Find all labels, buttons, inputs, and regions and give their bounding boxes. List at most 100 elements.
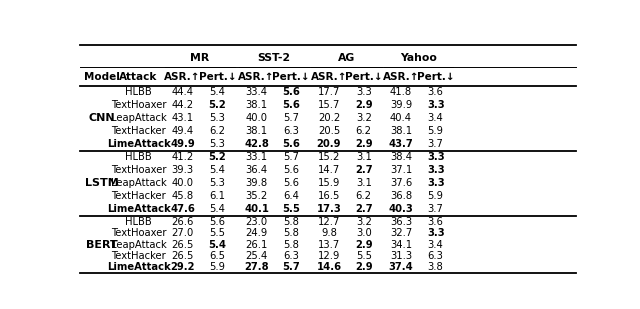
Text: 2.7: 2.7 [355, 165, 372, 176]
Text: 39.9: 39.9 [390, 100, 412, 110]
Text: 5.4: 5.4 [209, 165, 225, 176]
Text: LSTM: LSTM [85, 178, 118, 188]
Text: 45.8: 45.8 [172, 192, 194, 201]
Text: 40.0: 40.0 [246, 113, 268, 123]
Text: TextHacker: TextHacker [111, 126, 166, 136]
Text: HLBB: HLBB [125, 217, 152, 227]
Text: TextHoaxer: TextHoaxer [111, 228, 166, 238]
Text: 40.3: 40.3 [388, 205, 413, 214]
Text: 12.7: 12.7 [318, 217, 340, 227]
Text: 27.0: 27.0 [172, 228, 194, 238]
Text: 5.9: 5.9 [428, 126, 444, 136]
Text: 44.2: 44.2 [172, 100, 194, 110]
Text: 6.3: 6.3 [284, 126, 300, 136]
Text: 13.7: 13.7 [318, 239, 340, 250]
Text: 43.7: 43.7 [388, 139, 413, 149]
Text: 40.4: 40.4 [390, 113, 412, 123]
Text: 47.6: 47.6 [170, 205, 195, 214]
Text: HLBB: HLBB [125, 152, 152, 162]
Text: 2.9: 2.9 [355, 139, 372, 149]
Text: 3.3: 3.3 [356, 87, 372, 97]
Text: Pert.↓: Pert.↓ [198, 72, 236, 82]
Text: 26.6: 26.6 [172, 217, 194, 227]
Text: 3.7: 3.7 [428, 205, 444, 214]
Text: 20.5: 20.5 [318, 126, 340, 136]
Text: 5.3: 5.3 [209, 113, 225, 123]
Text: ASR.↑: ASR.↑ [164, 72, 201, 82]
Text: 3.0: 3.0 [356, 228, 372, 238]
Text: 5.4: 5.4 [209, 205, 225, 214]
Text: 5.6: 5.6 [284, 165, 300, 176]
Text: 33.4: 33.4 [246, 87, 268, 97]
Text: Pert.↓: Pert.↓ [273, 72, 310, 82]
Text: 3.1: 3.1 [356, 152, 372, 162]
Text: 12.9: 12.9 [318, 251, 340, 261]
Text: 5.9: 5.9 [209, 262, 225, 273]
Text: 3.2: 3.2 [356, 113, 372, 123]
Text: 15.7: 15.7 [318, 100, 340, 110]
Text: 5.7: 5.7 [284, 152, 300, 162]
Text: 14.7: 14.7 [318, 165, 340, 176]
Text: 3.6: 3.6 [428, 87, 444, 97]
Text: MR: MR [191, 53, 210, 63]
Text: 37.6: 37.6 [390, 178, 412, 188]
Text: 36.4: 36.4 [246, 165, 268, 176]
Text: TextHoaxer: TextHoaxer [111, 100, 166, 110]
Text: 38.1: 38.1 [246, 100, 268, 110]
Text: 26.1: 26.1 [245, 239, 268, 250]
Text: 29.2: 29.2 [170, 262, 195, 273]
Text: 39.8: 39.8 [246, 178, 268, 188]
Text: 3.1: 3.1 [356, 178, 372, 188]
Text: 3.3: 3.3 [427, 165, 444, 176]
Text: TextHoaxer: TextHoaxer [111, 165, 166, 176]
Text: 26.5: 26.5 [172, 239, 194, 250]
Text: 36.3: 36.3 [390, 217, 412, 227]
Text: ASR.↑: ASR.↑ [311, 72, 348, 82]
Text: 17.7: 17.7 [318, 87, 340, 97]
Text: 6.2: 6.2 [356, 192, 372, 201]
Text: 14.6: 14.6 [316, 262, 342, 273]
Text: Pert.↓: Pert.↓ [417, 72, 454, 82]
Text: 5.8: 5.8 [284, 228, 300, 238]
Text: 3.2: 3.2 [356, 217, 372, 227]
Text: 3.4: 3.4 [428, 239, 444, 250]
Text: 38.4: 38.4 [390, 152, 412, 162]
Text: 40.0: 40.0 [172, 178, 194, 188]
Text: 5.9: 5.9 [428, 192, 444, 201]
Text: 3.7: 3.7 [428, 139, 444, 149]
Text: 5.4: 5.4 [209, 87, 225, 97]
Text: 35.2: 35.2 [246, 192, 268, 201]
Text: 5.6: 5.6 [282, 139, 300, 149]
Text: 5.2: 5.2 [209, 100, 227, 110]
Text: 6.2: 6.2 [356, 126, 372, 136]
Text: 34.1: 34.1 [390, 239, 412, 250]
Text: 27.8: 27.8 [244, 262, 269, 273]
Text: LimeAttack: LimeAttack [107, 262, 170, 273]
Text: Yahoo: Yahoo [400, 53, 436, 63]
Text: 6.5: 6.5 [209, 251, 225, 261]
Text: 16.5: 16.5 [318, 192, 340, 201]
Text: 5.5: 5.5 [209, 228, 225, 238]
Text: TextHacker: TextHacker [111, 251, 166, 261]
Text: Pert.↓: Pert.↓ [345, 72, 383, 82]
Text: 2.9: 2.9 [355, 262, 372, 273]
Text: 20.2: 20.2 [318, 113, 340, 123]
Text: 23.0: 23.0 [246, 217, 268, 227]
Text: BERT: BERT [86, 239, 118, 250]
Text: 3.3: 3.3 [427, 178, 444, 188]
Text: 3.8: 3.8 [428, 262, 444, 273]
Text: 3.3: 3.3 [427, 228, 444, 238]
Text: 2.9: 2.9 [355, 239, 372, 250]
Text: 44.4: 44.4 [172, 87, 194, 97]
Text: 3.3: 3.3 [427, 152, 444, 162]
Text: ASR.↑: ASR.↑ [238, 72, 275, 82]
Text: 5.2: 5.2 [209, 152, 227, 162]
Text: 5.6: 5.6 [284, 178, 300, 188]
Text: 41.2: 41.2 [172, 152, 194, 162]
Text: 43.1: 43.1 [172, 113, 194, 123]
Text: 2.7: 2.7 [355, 205, 372, 214]
Text: 5.6: 5.6 [282, 87, 300, 97]
Text: LeapAttack: LeapAttack [111, 239, 166, 250]
Text: AG: AG [338, 53, 355, 63]
Text: 37.4: 37.4 [388, 262, 413, 273]
